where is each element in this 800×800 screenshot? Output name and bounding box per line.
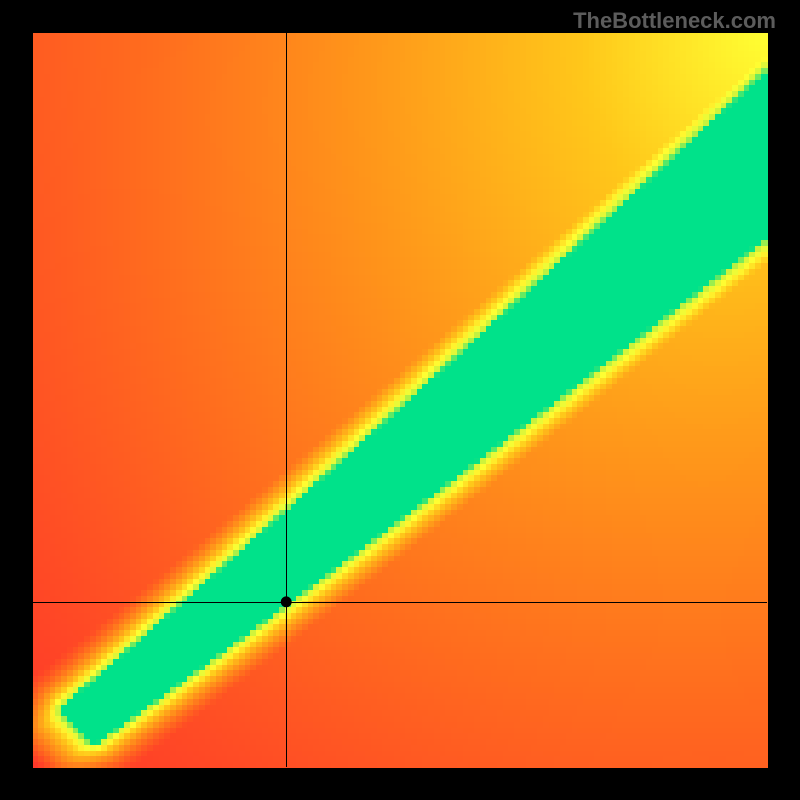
bottleneck-heatmap-canvas xyxy=(0,0,800,800)
watermark-text: TheBottleneck.com xyxy=(573,8,776,34)
chart-root: TheBottleneck.com xyxy=(0,0,800,800)
